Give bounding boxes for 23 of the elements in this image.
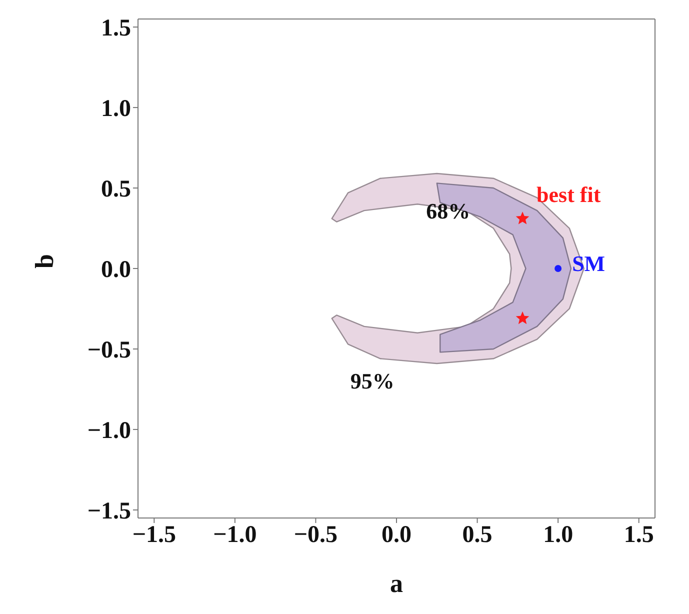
x-tick-label: −1.5	[132, 522, 176, 548]
x-tick-label: 0.0	[382, 522, 412, 548]
x-tick-label: 1.0	[543, 522, 574, 548]
series-label: SM	[572, 250, 606, 276]
y-tick-label: −1.0	[87, 418, 131, 444]
series-label: best fit	[536, 182, 602, 208]
point	[516, 311, 530, 324]
point	[554, 265, 562, 272]
series-label: 95%	[350, 368, 394, 394]
x-tick-label: −0.5	[294, 522, 338, 548]
point	[516, 212, 530, 224]
y-tick-label: 1.5	[101, 16, 131, 42]
y-tick-label: −0.5	[87, 338, 131, 364]
y-tick-label: −1.5	[87, 498, 131, 524]
x-tick-label: −1.0	[213, 522, 257, 548]
y-tick-label: 1.0	[101, 96, 131, 122]
y-tick-label: 0.5	[101, 176, 131, 203]
x-tick-label: 1.5	[624, 522, 654, 548]
series-label: 68%	[426, 198, 470, 224]
x-tick-label: 0.5	[462, 522, 492, 548]
y-axis-title: b	[30, 254, 60, 268]
x-axis-title: a	[390, 569, 403, 598]
y-tick-label: 0.0	[101, 257, 131, 284]
